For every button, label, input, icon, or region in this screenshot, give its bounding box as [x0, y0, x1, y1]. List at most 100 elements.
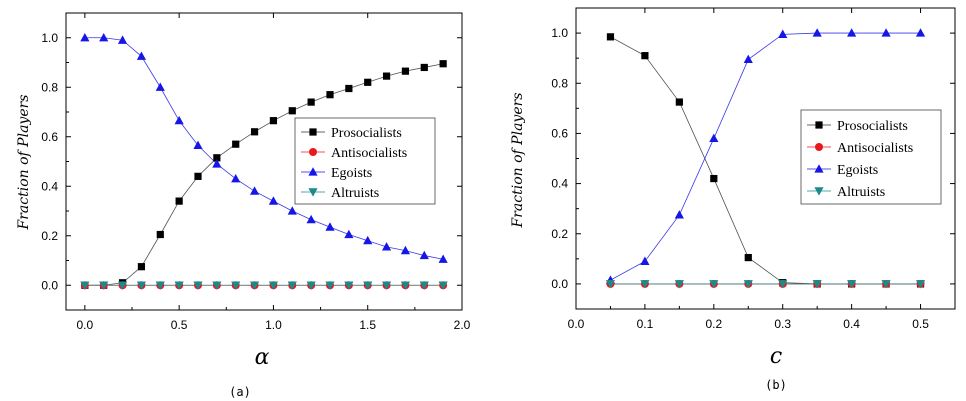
legend-label: Prosocialists: [331, 126, 402, 141]
x-tick-label: 1.0: [265, 318, 282, 332]
y-tick-label: 0.0: [41, 278, 58, 292]
y-tick-label: 0.6: [41, 130, 58, 144]
data-point: [438, 254, 448, 263]
x-tick-label: 0.4: [843, 317, 860, 331]
y-tick-label: 0.2: [551, 227, 568, 241]
data-point: [325, 222, 335, 231]
legend-marker: [309, 148, 317, 156]
series-line-egoists: [610, 32, 921, 281]
legend-marker: [815, 143, 823, 151]
data-point: [640, 256, 650, 265]
data-point: [269, 117, 278, 125]
data-point: [344, 281, 354, 290]
data-point: [881, 28, 891, 37]
data-point: [307, 98, 315, 106]
data-point: [249, 281, 260, 290]
data-point: [812, 280, 822, 289]
x-tick-label: 1.5: [359, 318, 376, 332]
legend-label: Egoists: [331, 166, 372, 181]
data-point: [288, 107, 296, 115]
data-point: [363, 235, 373, 245]
legend-label: Antisocialists: [331, 146, 407, 161]
data-point: [674, 280, 684, 289]
x-tick-label: 2.0: [454, 318, 471, 332]
data-point: [709, 133, 719, 143]
data-point: [438, 281, 448, 290]
data-point: [381, 242, 392, 251]
x-tick-label: 0.0: [568, 317, 585, 331]
data-point: [419, 250, 429, 260]
data-point: [605, 280, 616, 289]
data-point: [212, 281, 222, 290]
x-tick-label: 0.1: [637, 317, 654, 331]
data-point: [287, 281, 297, 290]
data-point: [136, 281, 147, 290]
data-point: [155, 281, 165, 290]
y-tick-label: 0.6: [551, 126, 568, 140]
data-point: [439, 60, 447, 68]
data-point: [881, 280, 891, 289]
data-point: [306, 281, 316, 290]
x-tick-label: 0.0: [77, 318, 94, 332]
data-point: [744, 253, 752, 262]
data-point: [743, 54, 753, 64]
data-point: [137, 263, 146, 271]
data-point: [400, 281, 411, 290]
data-point: [674, 210, 684, 219]
legend-marker: [814, 187, 824, 196]
data-point: [155, 82, 165, 91]
y-tick-label: 0.2: [41, 229, 58, 243]
legend: Prosocialists Antisocialists Egoists Altrui…: [800, 109, 942, 205]
x-tick-label: 0.5: [912, 317, 929, 331]
data-point: [710, 174, 718, 183]
x-tick-label: 0.2: [705, 317, 722, 331]
legend-marker: [309, 128, 317, 136]
legend: Prosocialists Antisocialists Egoists Altrui…: [294, 117, 436, 205]
legend-label: Antisocialists: [837, 141, 913, 156]
data-point: [364, 78, 372, 86]
series-line-egoists: [84, 37, 444, 260]
data-point: [641, 52, 649, 60]
y-tick-label: 0.8: [551, 76, 568, 90]
legend-label: Prosocialists: [837, 119, 908, 134]
data-point: [193, 140, 203, 150]
data-point: [915, 28, 926, 37]
data-point: [156, 230, 164, 239]
data-point: [847, 280, 857, 289]
data-point: [915, 280, 926, 289]
data-point: [675, 98, 683, 106]
data-point: [268, 196, 279, 205]
legend-marker: [815, 121, 823, 129]
legend-label: Altruists: [837, 185, 885, 200]
data-point: [640, 280, 650, 289]
data-point: [231, 174, 241, 183]
panel-caption: (b): [765, 378, 787, 392]
data-point: [80, 32, 90, 42]
data-point: [117, 35, 128, 44]
data-point: [268, 281, 279, 290]
data-point: [363, 281, 373, 290]
chart-panel-a: 0.0 0.5 1.0 1.5 2.0 0.0 0.2 0.4 0.6 0.8 1.0 Prosoci…: [16, 12, 471, 399]
y-tick-label: 0.4: [551, 177, 568, 191]
data-point: [250, 128, 259, 136]
y-tick-label: 1.0: [41, 31, 58, 45]
data-point: [400, 245, 411, 255]
legend-label: Egoists: [837, 163, 878, 178]
legend-marker: [814, 164, 824, 173]
y-tick-label: 0.0: [551, 277, 568, 291]
data-point: [99, 32, 109, 42]
data-point: [212, 159, 222, 168]
data-point: [325, 281, 335, 290]
data-point: [213, 154, 221, 162]
data-point: [812, 28, 822, 37]
data-point: [231, 281, 241, 290]
data-point: [174, 281, 184, 290]
data-point: [193, 281, 203, 290]
data-point: [743, 280, 753, 289]
data-point: [194, 172, 202, 180]
data-point: [99, 281, 109, 290]
data-point: [778, 29, 788, 38]
series-markers-altruists: [605, 280, 926, 289]
data-point: [175, 197, 183, 205]
